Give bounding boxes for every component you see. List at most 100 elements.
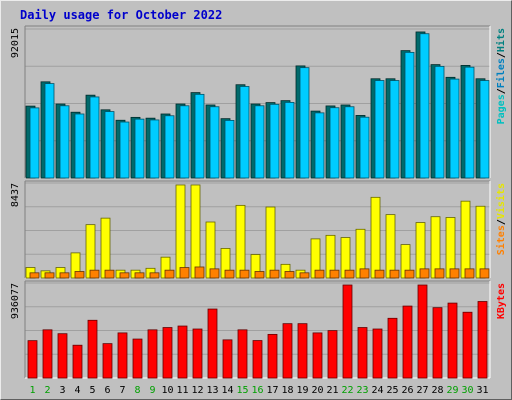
bar-sites-day-10 [164,269,175,279]
bar-sites-day-2 [44,272,55,279]
bar-files-day-28 [434,65,445,179]
legend-part: / [496,52,507,58]
bar-kbytes-day-20 [312,332,323,379]
day-label-22: 22 [341,385,353,396]
day-label-26: 26 [401,385,413,396]
bar-visits-day-25 [385,214,396,279]
day-label-3: 3 [59,385,65,396]
bar-files-day-2 [44,83,55,179]
day-label-19: 19 [296,385,308,396]
bar-sites-day-20 [314,269,325,279]
bar-kbytes-day-17 [267,333,278,379]
day-label-2: 2 [44,385,50,396]
legend-part: Pages [496,94,507,124]
legend-part: / [496,219,507,225]
bar-sites-day-28 [434,268,445,279]
bar-sites-day-3 [59,272,70,279]
bar-visits-day-6 [100,217,111,279]
legend-part: KBytes [496,283,507,319]
legend-part: / [496,88,507,94]
day-label-27: 27 [416,385,428,396]
bar-files-day-3 [59,105,70,179]
legend-part: Visits [495,183,507,219]
panel-kbytes-legend: KBytes [496,283,507,319]
bar-files-day-31 [479,80,490,179]
bar-sites-day-8 [134,272,145,279]
bar-kbytes-day-4 [72,344,83,379]
bar-kbytes-day-27 [417,284,428,379]
bar-sites-day-24 [374,269,385,279]
bar-sites-day-23 [359,268,370,279]
bar-files-day-8 [134,118,145,179]
bar-files-day-1 [29,107,40,179]
bar-kbytes-day-9 [147,329,158,379]
bar-kbytes-day-12 [192,328,203,379]
panel-hits-files-pages-legend: Pages/Files/Hits [495,28,507,124]
bar-sites-day-17 [269,269,280,279]
day-label-10: 10 [161,385,173,396]
bar-files-day-24 [374,80,385,179]
day-label-31: 31 [476,385,488,396]
bar-files-day-9 [149,119,160,179]
bar-files-day-17 [269,103,280,179]
bar-sites-day-11 [179,267,190,279]
bar-sites-day-18 [284,271,295,279]
bar-kbytes-day-2 [42,329,53,379]
day-label-11: 11 [176,385,188,396]
bar-files-day-10 [164,115,175,179]
day-label-4: 4 [74,385,80,396]
day-label-20: 20 [311,385,323,396]
bar-kbytes-day-6 [102,343,113,379]
day-label-25: 25 [386,385,398,396]
bar-kbytes-day-1 [27,340,38,379]
chart-title: Daily usage for October 2022 [20,8,223,22]
day-label-15: 15 [236,385,248,396]
bar-visits-day-15 [235,204,246,279]
day-label-8: 8 [134,385,140,396]
bar-files-day-25 [389,80,400,179]
bar-files-day-11 [179,105,190,179]
day-label-28: 28 [431,385,443,396]
day-label-16: 16 [251,385,263,396]
bar-sites-day-6 [104,269,115,279]
bar-files-day-6 [104,111,115,179]
bar-files-day-19 [299,67,310,179]
bar-kbytes-day-19 [297,323,308,379]
bar-kbytes-day-3 [57,333,68,379]
panel-kbytes-max-label: 936077 [10,283,21,319]
bar-sites-day-31 [479,268,490,279]
bar-files-day-26 [404,51,415,179]
panel-hits-files-pages-max-label: 92015 [10,28,21,58]
bar-kbytes-day-23 [357,327,368,379]
day-label-30: 30 [461,385,473,396]
bar-sites-day-27 [419,268,430,279]
day-label-24: 24 [371,385,383,396]
bar-sites-day-13 [209,268,220,279]
bar-files-day-12 [194,93,205,179]
bar-kbytes-day-24 [372,328,383,379]
day-label-18: 18 [281,385,293,396]
bar-files-day-21 [329,107,340,179]
day-label-21: 21 [326,385,338,396]
day-label-1: 1 [29,385,35,396]
bar-files-day-7 [119,121,130,179]
bar-sites-day-19 [299,272,310,279]
bar-files-day-27 [419,33,430,179]
bar-kbytes-day-22 [342,284,353,379]
day-label-13: 13 [206,385,218,396]
bar-sites-day-14 [224,269,235,279]
bar-sites-day-22 [344,269,355,279]
bar-kbytes-day-15 [237,329,248,379]
bar-files-day-30 [464,66,475,179]
bar-sites-day-1 [29,272,40,279]
day-label-6: 6 [104,385,110,396]
bar-visits-day-30 [460,200,471,279]
bar-visits-day-31 [475,205,486,279]
bar-visits-day-17 [265,206,276,279]
bar-kbytes-day-5 [87,319,98,379]
day-label-9: 9 [149,385,155,396]
bar-files-day-4 [74,113,85,179]
bar-kbytes-day-30 [462,311,473,379]
bar-visits-day-12 [190,184,201,279]
